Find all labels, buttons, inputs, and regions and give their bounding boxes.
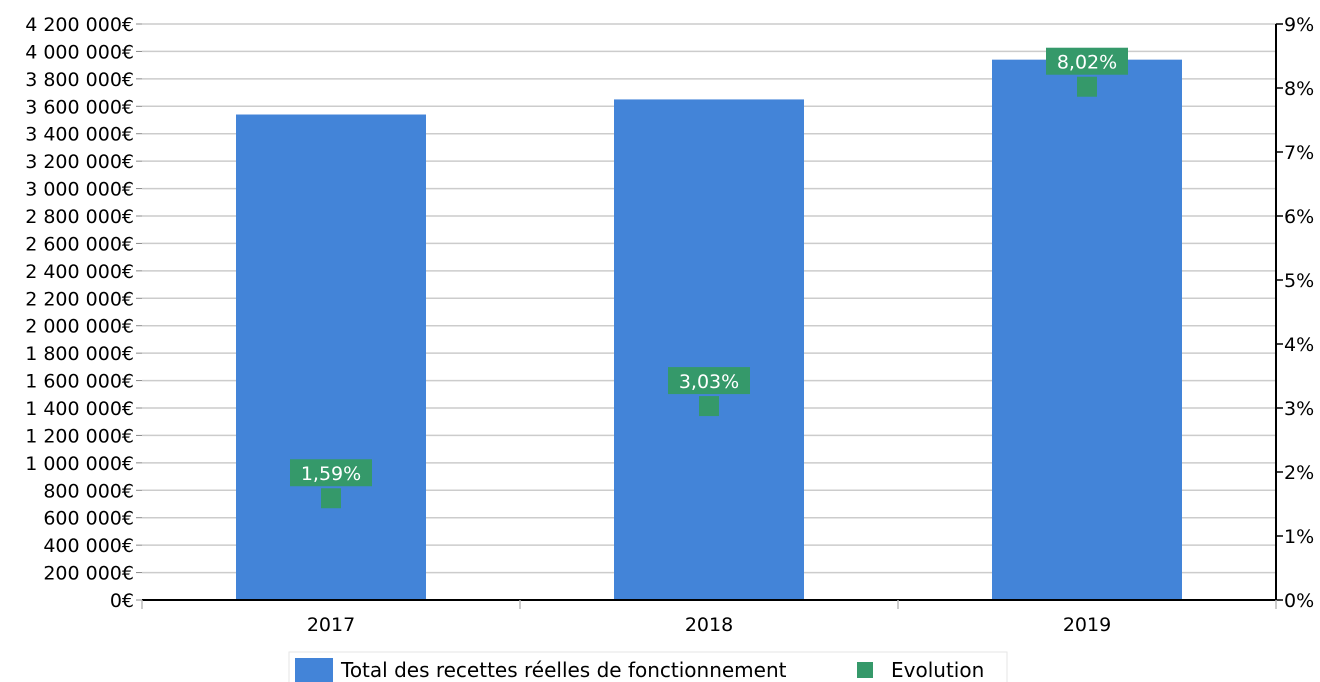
bar [614, 99, 804, 600]
data-label: 3,03% [679, 371, 739, 393]
legend-swatch-bars [295, 658, 333, 682]
left-tick-label: 1 400 000€ [25, 398, 134, 420]
data-label-box [290, 459, 372, 487]
left-tick-label: 1 000 000€ [25, 453, 134, 475]
left-tick-label: 1 200 000€ [25, 425, 134, 447]
legend-swatch-evolution [857, 662, 873, 678]
evolution-series: 1,59% 3,03% 8,02% [290, 47, 1128, 509]
bar [236, 114, 426, 600]
left-tick-label: 3 400 000€ [25, 124, 134, 146]
left-tick-label: 1 600 000€ [25, 371, 134, 393]
legend-label-evolution: Evolution [891, 658, 984, 682]
left-tick-label: 2 800 000€ [25, 206, 134, 228]
data-label: 8,02% [1057, 52, 1117, 74]
left-tick-label: 800 000€ [43, 480, 134, 502]
left-tick-label: 2 400 000€ [25, 261, 134, 283]
left-tick-label: 3 000 000€ [25, 179, 134, 201]
data-label-box [668, 367, 750, 395]
bar-series [236, 59, 1182, 600]
x-tick-label: 2019 [1063, 614, 1111, 636]
left-tick-label: 600 000€ [43, 508, 134, 530]
left-tick-label: 2 000 000€ [25, 316, 134, 338]
right-tick-label: 6% [1284, 206, 1314, 228]
left-axis-ticks: 0€ 200 000€ 400 000€ 600 000€ 800 000€ 1 000 … [25, 14, 142, 612]
axes [142, 24, 1277, 601]
legend-box [288, 651, 1008, 682]
left-tick-label: 3 200 000€ [25, 151, 134, 173]
left-tick-label: 400 000€ [43, 535, 134, 557]
legend: Total des recettes réelles de fonctionne… [288, 651, 1008, 682]
left-tick-label: 4 000 000€ [25, 41, 134, 63]
right-tick-label: 4% [1284, 334, 1314, 356]
right-axis-ticks: 0% 1% 2% 3% 4% 5% 6% 7% 8% 9% [1276, 14, 1314, 612]
right-tick-label: 9% [1284, 14, 1314, 36]
evolution-point [699, 396, 719, 417]
right-tick-label: 8% [1284, 78, 1314, 100]
right-tick-label: 3% [1284, 398, 1314, 420]
right-tick-label: 1% [1284, 526, 1314, 548]
bar [992, 59, 1182, 600]
left-tick-label: 4 200 000€ [25, 14, 134, 36]
evolution-point [321, 488, 341, 509]
legend-label-bars: Total des recettes réelles de fonctionne… [340, 658, 787, 682]
left-tick-label: 1 800 000€ [25, 343, 134, 365]
right-tick-label: 2% [1284, 462, 1314, 484]
left-tick-label: 3 800 000€ [25, 69, 134, 91]
x-tick-label: 2018 [685, 614, 733, 636]
x-tick-label: 2017 [307, 614, 355, 636]
x-axis-ticks: 2017 2018 2019 [141, 600, 1277, 636]
right-tick-label: 5% [1284, 270, 1314, 292]
left-tick-label: 0€ [110, 590, 134, 612]
data-label: 1,59% [301, 463, 361, 485]
left-tick-label: 2 200 000€ [25, 288, 134, 310]
left-tick-label: 2 600 000€ [25, 233, 134, 255]
left-tick-label: 200 000€ [43, 563, 134, 585]
left-tick-label: 3 600 000€ [25, 96, 134, 118]
right-tick-label: 7% [1284, 142, 1314, 164]
right-tick-label: 0% [1284, 590, 1314, 612]
data-label-box [1046, 47, 1128, 75]
evolution-point [1077, 76, 1097, 97]
